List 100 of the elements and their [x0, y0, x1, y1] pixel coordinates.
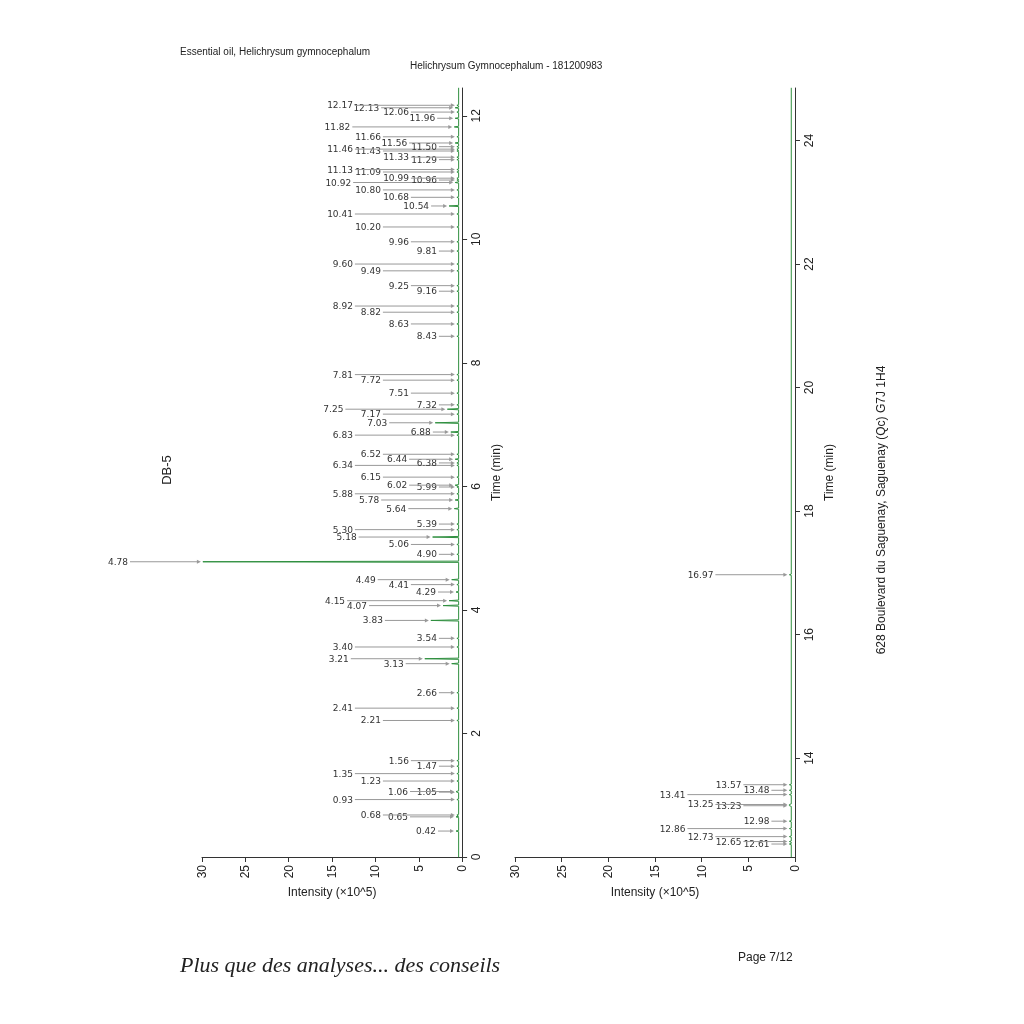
annotation: 10.99: [383, 173, 410, 184]
annotation: 6.88: [410, 427, 432, 438]
annotation: 7.72: [360, 375, 381, 386]
annotation: 4.07: [346, 600, 368, 611]
annotation: 5.18: [336, 532, 357, 543]
y-tick-label: 0: [469, 853, 484, 861]
annotation: 4.49: [355, 574, 376, 585]
annotation: 5.64: [386, 503, 407, 514]
x-tick-label: 25: [238, 864, 253, 879]
x-tick-label: 5: [411, 864, 426, 872]
annotation: 4.90: [416, 549, 438, 560]
annotation: 10.54: [403, 200, 430, 211]
annotation: 3.83: [362, 615, 383, 626]
annotation: 7.81: [332, 369, 353, 380]
annotation: 4.29: [415, 587, 437, 598]
x-tick-label: 5: [741, 864, 756, 872]
annotation: 0.68: [360, 810, 382, 820]
annotation: 11.33: [383, 152, 409, 163]
x-tick-label: 30: [195, 864, 209, 879]
y-tick-label: 6: [469, 482, 484, 490]
annotation: 3.40: [332, 641, 354, 652]
annotation: 13.48: [743, 785, 770, 796]
x-tick-label: 0: [455, 864, 470, 872]
y-tick-label: 2: [469, 729, 484, 737]
annotation: 10.92: [325, 177, 352, 188]
annotation: 11.50: [411, 141, 438, 152]
annotation: 9.60: [332, 259, 354, 270]
annotation: 12.06: [383, 107, 410, 118]
annotation: 7.25: [323, 404, 344, 415]
annotation: 9.96: [388, 236, 410, 247]
annotation: 12.65: [715, 836, 742, 847]
annotation: 10.96: [411, 175, 438, 186]
annotation: 1.47: [416, 761, 437, 772]
x-tick-label: 15: [648, 864, 662, 879]
annotation: 11.09: [355, 167, 382, 177]
annotation: 7.17: [360, 409, 381, 420]
annotation: 6.38: [416, 457, 438, 468]
annotation: 11.13: [327, 164, 353, 175]
annotation: 12.17: [327, 100, 353, 111]
y-axis-title: Time (min): [489, 444, 503, 501]
annotation: 6.44: [387, 454, 408, 465]
annotation: 10.41: [327, 209, 353, 219]
y-tick-label: 16: [802, 627, 816, 642]
x-axis-title: Intensity (×10^5): [610, 885, 700, 900]
x-tick-label: 10: [368, 864, 383, 879]
annotation: 9.25: [388, 280, 409, 291]
annotation: 6.15: [360, 472, 381, 483]
annotation: 12.86: [659, 823, 686, 834]
annotation: 0.65: [387, 811, 409, 822]
x-tick-label: 20: [601, 864, 616, 879]
annotation: 2.66: [416, 687, 438, 698]
y-tick-label: 18: [802, 504, 816, 518]
x-axis-title: Intensity (×10^5): [287, 885, 377, 900]
y-tick-label: 10: [469, 232, 484, 247]
annotation: 3.13: [383, 658, 404, 669]
annotation: 12.98: [743, 816, 770, 827]
y-tick-label: 8: [469, 359, 484, 367]
annotation: 0.93: [332, 794, 353, 805]
annotation: 11.29: [411, 154, 438, 165]
annotation: 6.52: [360, 449, 381, 460]
x-tick-label: 15: [325, 864, 340, 879]
text: 628 Boulevard du Saguenay, Saguenay (Qc) G7J 1H4: [874, 365, 888, 655]
annotation: 9.49: [360, 265, 382, 276]
y-tick-label: 22: [802, 257, 816, 271]
annotation: 5.30: [332, 524, 354, 535]
text: Page 7/12: [738, 950, 793, 964]
annotation: 12.73: [687, 831, 714, 842]
text: Helichrysum Gymnocephalum - 181200983: [410, 60, 603, 71]
annotation: 13.57: [715, 779, 742, 790]
annotation: 6.34: [332, 460, 354, 471]
annotation: 16.97: [687, 569, 714, 580]
annotation: 11.46: [327, 144, 354, 155]
annotation: 11.82: [324, 121, 351, 132]
annotation: 3.54: [416, 633, 438, 644]
annotation: 11.66: [355, 131, 382, 142]
annotation: 2.41: [332, 703, 353, 714]
annotation: 6.02: [387, 480, 408, 491]
y-tick-label: 12: [469, 108, 484, 123]
annotation: 10.20: [355, 221, 382, 232]
text: Essential oil, Helichrysum gymnocephalum: [180, 46, 371, 57]
x-tick-label: 10: [694, 864, 709, 879]
annotation: 12.13: [353, 102, 380, 113]
annotation: 10.80: [355, 184, 382, 195]
y-axis-title: Time (min): [821, 444, 836, 501]
annotation: 5.99: [416, 482, 438, 493]
annotation: 7.32: [416, 399, 437, 410]
annotation: 5.78: [359, 494, 380, 505]
annotation: 11.43: [355, 146, 381, 156]
annotation: 9.81: [416, 246, 437, 257]
annotation: 7.51: [388, 388, 409, 399]
annotation: 9.16: [416, 286, 438, 297]
annotation: 1.06: [387, 786, 409, 797]
x-tick-label: 25: [554, 864, 569, 879]
annotation: 12.61: [743, 839, 770, 850]
annotation: 4.78: [107, 556, 129, 567]
annotation: 13.41: [659, 789, 686, 800]
annotation: 4.41: [388, 579, 409, 590]
x-tick-label: 30: [508, 864, 522, 879]
annotation: 6.83: [332, 430, 353, 441]
annotation: 8.43: [416, 331, 437, 342]
